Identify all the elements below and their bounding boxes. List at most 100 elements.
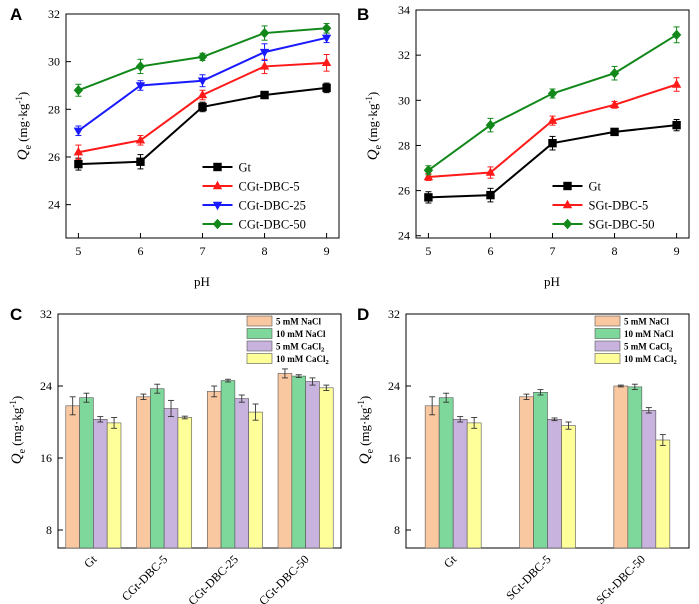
legend-label-main: 10 mM CaCl xyxy=(624,354,674,364)
y-tick-label: 32 xyxy=(388,307,400,321)
legend-label: 10 mM NaCl xyxy=(624,329,674,339)
bar xyxy=(533,391,548,549)
panel-a-ylabel-sub: e xyxy=(23,144,34,149)
y-tick-label: 16 xyxy=(388,451,400,465)
data-point xyxy=(197,89,208,99)
data-point xyxy=(610,127,619,137)
y-tick-label: 8 xyxy=(46,523,52,537)
legend-label: 10 mM CaCl2 xyxy=(624,354,677,366)
panel-a: A 5 6 7 8 9 24 26 28 30 32 Gt CGt-DBC-5 CGt-DBC-25 C… xyxy=(10,5,340,289)
legend-label-subscript: 2 xyxy=(674,359,677,366)
panel-b-ylabel-unit: (mg·kg xyxy=(365,103,380,142)
data-point xyxy=(423,165,434,176)
legend-swatch xyxy=(594,353,621,364)
bar xyxy=(234,398,249,549)
panel-c-y-axis-label: Qe (mg·kg-1) xyxy=(8,396,28,464)
bar xyxy=(627,386,643,549)
data-point xyxy=(197,77,208,86)
data-point xyxy=(671,29,682,41)
legend-swatch xyxy=(246,353,273,364)
y-tick-label: 32 xyxy=(40,307,52,321)
legend-label-main: 5 mM NaCl xyxy=(624,317,669,327)
y-tick-label: 24 xyxy=(398,229,410,243)
panel-a-legend: Gt CGt-DBC-5 CGt-DBC-25 CGt-DBC-50 xyxy=(202,161,306,232)
bar xyxy=(547,418,562,549)
data-point xyxy=(547,88,558,99)
bar xyxy=(93,418,108,549)
bar xyxy=(438,397,454,549)
panel-b-y-axis-label: Qe (mg·kg-1) xyxy=(364,92,384,160)
panel-c-ylabel-unit: (mg·kg xyxy=(9,407,24,446)
legend-label-main: 5 mM CaCl xyxy=(624,342,669,352)
legend-label: SGt-DBC-50 xyxy=(589,218,655,232)
panel-b-marks xyxy=(423,26,682,204)
y-tick-label: 30 xyxy=(48,55,60,69)
legend-swatch xyxy=(246,340,273,352)
panel-d-ylabel-unit: (mg·kg xyxy=(357,407,372,446)
panel-a-marks xyxy=(73,23,332,171)
panel-b-x-axis-label: pH xyxy=(544,274,560,289)
panel-b-legend: Gt SGt-DBC-5 SGt-DBC-50 xyxy=(552,180,655,232)
bar xyxy=(466,422,482,549)
data-point xyxy=(321,23,332,34)
legend-label: Gt xyxy=(239,161,252,175)
bar xyxy=(277,373,293,549)
legend-label-main: 10 mM CaCl xyxy=(276,354,326,364)
bar xyxy=(163,408,179,549)
panel-c-ylabel-close: ) xyxy=(9,396,24,400)
panel-d-letter: D xyxy=(357,305,369,324)
data-point xyxy=(135,61,146,72)
data-point xyxy=(609,99,620,109)
panel-d-ylabel-q: Q xyxy=(357,453,373,464)
legend-label: 10 mM NaCl xyxy=(276,329,326,339)
legend-marker xyxy=(562,199,573,209)
legend-label: 5 mM CaCl2 xyxy=(624,342,672,354)
data-point xyxy=(609,68,620,79)
bar xyxy=(106,422,122,549)
bar xyxy=(65,405,80,549)
bar xyxy=(220,380,236,549)
x-tick-label: 9 xyxy=(324,244,330,258)
bar xyxy=(655,439,671,549)
panel-c-marks xyxy=(65,368,334,549)
x-tick-label: 8 xyxy=(262,244,268,258)
panel-c-letter: C xyxy=(10,305,22,324)
panel-c-ylabel-sub: e xyxy=(17,448,28,453)
data-point xyxy=(259,61,270,70)
data-point xyxy=(321,34,332,44)
legend-swatch xyxy=(246,315,273,327)
legend-label-subscript: 2 xyxy=(326,359,329,366)
data-point xyxy=(259,27,270,39)
panel-a-y-axis-label: Qe (mg·kg-1) xyxy=(14,92,34,160)
panel-b-ylabel-exp: -1 xyxy=(364,96,374,104)
legend-marker xyxy=(562,218,573,230)
y-tick-label: 30 xyxy=(398,93,410,107)
data-point xyxy=(197,51,208,63)
x-tick-label: 5 xyxy=(75,244,81,258)
data-point xyxy=(73,127,84,136)
bar xyxy=(206,391,222,549)
legend-label: 5 mM NaCl xyxy=(624,317,669,327)
legend-label: 10 mM CaCl2 xyxy=(276,354,329,366)
y-tick-label: 26 xyxy=(398,184,410,198)
legend-label: 5 mM NaCl xyxy=(276,317,321,327)
panel-a-letter: A xyxy=(10,5,22,24)
y-tick-label: 28 xyxy=(398,138,410,152)
data-point xyxy=(548,138,557,148)
legend-label: CGt-DBC-5 xyxy=(239,180,300,194)
data-point xyxy=(135,135,146,144)
panel-a-ylabel-unit: (mg·kg xyxy=(15,103,30,142)
panel-d-ylabel-close: ) xyxy=(357,396,372,400)
x-tick-label: 6 xyxy=(487,244,493,258)
y-tick-label: 24 xyxy=(388,379,400,393)
panel-a-ticks: 5 6 7 8 9 24 26 28 30 32 xyxy=(48,7,330,258)
legend-swatch xyxy=(594,315,621,327)
data-point xyxy=(73,147,84,156)
legend-marker xyxy=(213,162,222,172)
legend-label-main: 10 mM NaCl xyxy=(276,329,326,339)
legend-label-main: 10 mM NaCl xyxy=(624,329,674,339)
legend-marker xyxy=(212,201,223,211)
data-point xyxy=(423,171,434,181)
panel-d-ylabel-exp: -1 xyxy=(356,400,366,408)
